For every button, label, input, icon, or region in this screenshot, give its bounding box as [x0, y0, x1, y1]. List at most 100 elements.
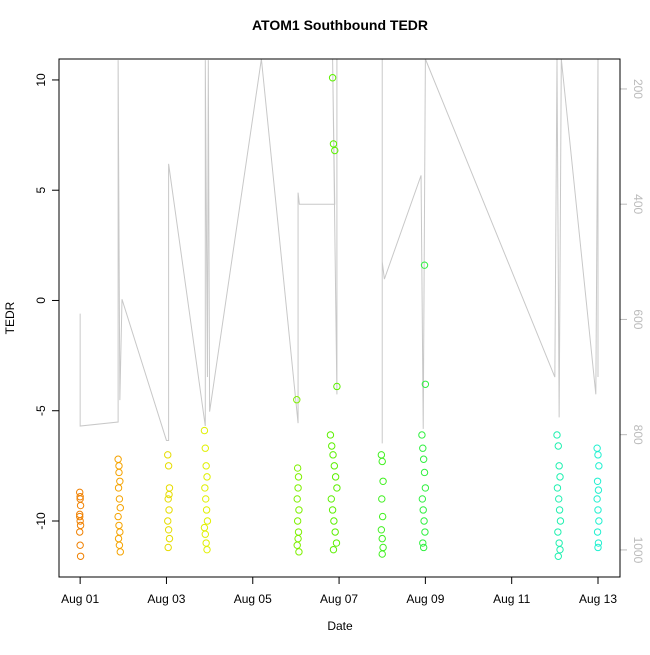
point — [420, 468, 429, 477]
point — [332, 539, 341, 547]
point — [201, 484, 209, 492]
x-tick-label: Aug 13 — [579, 592, 617, 606]
y-tick-label: 0 — [34, 297, 48, 304]
x-tick-label: Aug 11 — [493, 592, 530, 606]
y2-tick-label: 1000 — [631, 537, 645, 564]
x-axis-label: Date — [327, 619, 353, 633]
plot-frame — [58, 58, 621, 578]
altitude-line — [79, 58, 599, 444]
point — [200, 426, 209, 435]
x-tick-label: Aug 07 — [320, 592, 358, 606]
point — [418, 495, 427, 503]
y-tick-label: -10 — [34, 512, 48, 530]
point — [553, 484, 562, 492]
chart-title: ATOM1 Southbound TEDR — [252, 17, 428, 33]
y-tick-label: 5 — [34, 187, 48, 194]
point — [115, 468, 123, 477]
point — [76, 541, 84, 549]
point — [114, 484, 123, 492]
point — [420, 261, 429, 269]
point — [594, 451, 602, 459]
point — [378, 495, 386, 503]
x-tick-label: Aug 03 — [147, 592, 185, 606]
point — [593, 528, 602, 536]
point — [201, 530, 209, 538]
y-tick-label: -5 — [34, 405, 48, 416]
y2-tick-label: 600 — [631, 309, 645, 329]
point — [164, 495, 172, 503]
point — [202, 462, 210, 470]
point — [595, 462, 603, 470]
x-tick-label: Aug 05 — [234, 592, 272, 606]
point — [556, 545, 564, 554]
point — [419, 543, 428, 552]
point — [294, 484, 302, 492]
point — [76, 552, 85, 560]
point — [326, 431, 335, 439]
point — [331, 473, 340, 481]
point — [203, 473, 211, 481]
point — [330, 462, 339, 470]
point — [554, 442, 562, 450]
point — [555, 495, 563, 503]
point — [327, 495, 336, 503]
point — [165, 490, 173, 499]
point — [165, 506, 173, 514]
point — [593, 477, 602, 485]
point — [203, 545, 211, 554]
point — [419, 444, 427, 452]
point — [76, 528, 84, 536]
point — [328, 74, 337, 82]
point — [203, 517, 212, 525]
point — [164, 451, 172, 459]
point — [329, 451, 337, 459]
point — [379, 477, 387, 485]
point — [554, 552, 562, 560]
y2-tick-label: 400 — [631, 194, 645, 214]
point — [116, 548, 124, 556]
point — [333, 484, 341, 492]
point — [164, 526, 173, 534]
point — [76, 493, 84, 501]
x-tick-label: Aug 09 — [406, 592, 444, 606]
point — [293, 517, 302, 525]
point — [555, 462, 563, 470]
point — [293, 495, 301, 503]
point — [328, 506, 337, 514]
point — [378, 512, 387, 521]
point — [420, 517, 428, 525]
y-axis-label: TEDR — [3, 301, 17, 334]
point — [594, 539, 603, 547]
point — [333, 382, 341, 391]
point — [421, 484, 430, 492]
point — [293, 396, 301, 404]
point — [76, 517, 84, 525]
point — [293, 464, 302, 472]
point — [76, 512, 84, 521]
point — [201, 444, 209, 452]
point — [293, 541, 301, 549]
point — [115, 495, 124, 503]
point — [164, 462, 173, 470]
point — [164, 517, 172, 525]
point — [295, 548, 303, 556]
point — [419, 506, 427, 514]
point — [419, 455, 428, 463]
point — [594, 486, 603, 494]
point — [421, 380, 430, 388]
point — [554, 528, 562, 536]
point — [553, 431, 561, 439]
point — [202, 506, 211, 514]
point — [377, 526, 386, 534]
point — [116, 504, 124, 512]
point — [556, 473, 564, 481]
point — [594, 543, 602, 552]
x-tick-label: Aug 01 — [61, 592, 99, 606]
point — [593, 495, 601, 503]
point — [378, 550, 386, 558]
point — [419, 539, 427, 547]
y2-tick-label: 200 — [631, 79, 645, 99]
y2-tick-label: 800 — [631, 425, 645, 445]
